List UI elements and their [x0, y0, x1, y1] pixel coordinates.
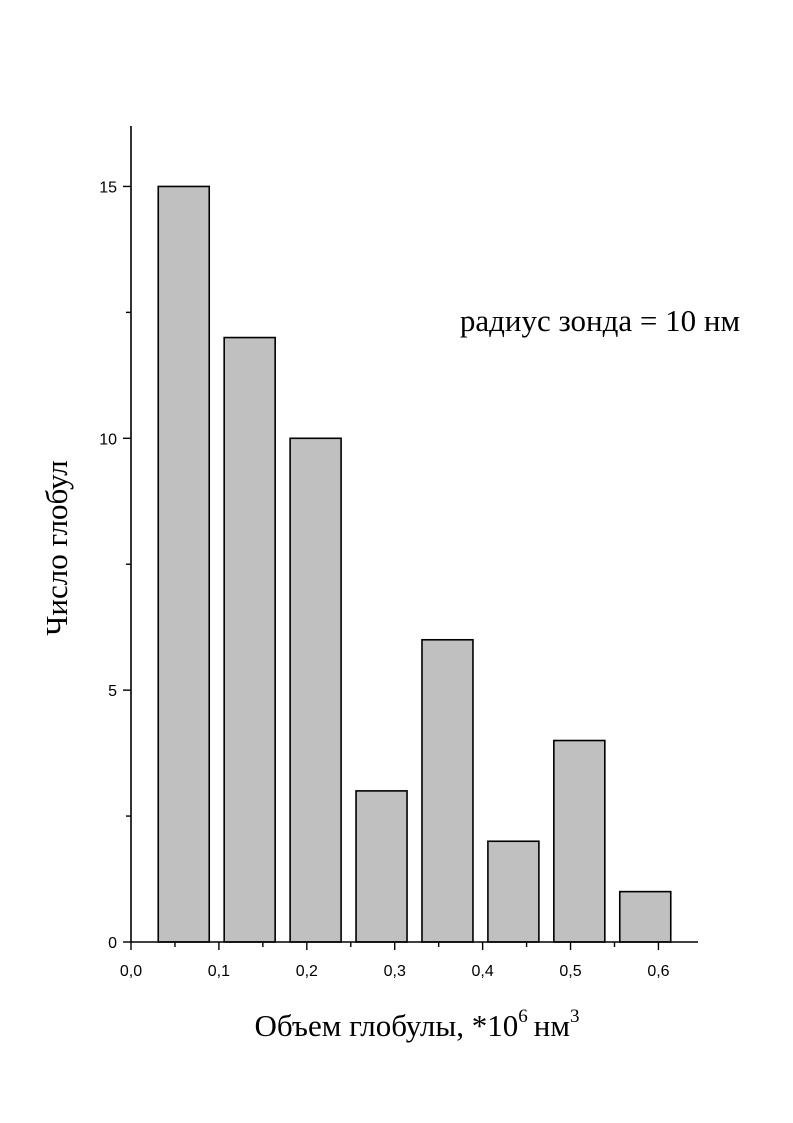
x-tick-label-6: 0,6: [647, 963, 669, 980]
x-axis-title-unit-exponent: 3: [570, 1006, 580, 1027]
bar-6: [553, 739, 606, 943]
x-axis-title-main: Объем глобулы, *10: [255, 1008, 519, 1043]
x-tick-label-2: 0,2: [296, 963, 318, 980]
y-ticks-group: 0 5 10 15: [99, 179, 131, 952]
y-axis-title: Число глобул: [39, 460, 74, 636]
y-tick-label-2: 10: [99, 431, 117, 448]
x-tick-label-3: 0,3: [384, 963, 406, 980]
x-tick-label-4: 0,4: [472, 963, 494, 980]
y-tick-label-3: 15: [99, 179, 117, 196]
probe-radius-annotation: радиус зонда = 10 нм: [460, 303, 740, 338]
x-ticks-group: 0,0 0,1 0,2 0,3 0,4 0,5 0,6: [120, 942, 670, 980]
x-tick-label-0: 0,0: [120, 963, 142, 980]
bar-0: [157, 185, 211, 943]
x-axis-title: Объем глобулы, *106 нм3: [255, 1006, 580, 1043]
bar-7: [618, 890, 672, 943]
bar-2: [289, 437, 342, 943]
x-tick-label-1: 0,1: [208, 963, 230, 980]
bars-group: [157, 185, 672, 943]
bar-3: [355, 790, 408, 943]
x-tick-label-5: 0,5: [559, 963, 581, 980]
bar-5: [487, 840, 540, 943]
bar-1: [223, 336, 276, 943]
y-tick-label-1: 5: [108, 683, 117, 700]
x-axis-title-exponent: 6: [518, 1006, 528, 1027]
x-axis-title-unit: нм: [534, 1008, 570, 1043]
bar-4: [421, 638, 474, 943]
y-tick-label-0: 0: [108, 935, 117, 952]
